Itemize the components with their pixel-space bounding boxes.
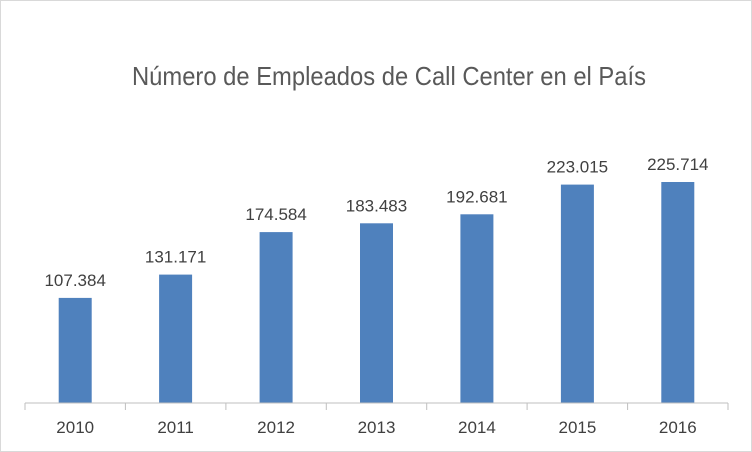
data-label-2016: 225.714 xyxy=(647,155,708,174)
data-label-2012: 174.584 xyxy=(245,205,306,224)
bar-2014 xyxy=(460,214,494,403)
bar-2011 xyxy=(159,274,193,403)
data-labels-group: 107.384 131.171 174.584 183.483 192.681 223.0… xyxy=(44,155,708,290)
data-label-2010: 107.384 xyxy=(44,271,105,290)
x-tick-label-2016: 2016 xyxy=(659,418,697,437)
bars-group xyxy=(58,182,695,403)
x-tick-label-2014: 2014 xyxy=(458,418,496,437)
x-axis-ticks-group xyxy=(24,403,729,410)
chart-title: Número de Empleados de Call Center en el… xyxy=(132,61,646,91)
bar-2013 xyxy=(360,223,393,403)
x-tick-label-2010: 2010 xyxy=(56,418,94,437)
bar-2010 xyxy=(58,297,92,403)
x-tick-label-2011: 2011 xyxy=(157,418,194,437)
x-axis-tick-labels-group: 2010 2011 2012 2013 2014 2015 2016 xyxy=(56,418,696,437)
bar-2012 xyxy=(259,232,293,403)
x-tick-label-2015: 2015 xyxy=(558,418,596,437)
bar-2016 xyxy=(661,182,695,403)
data-label-2011: 131.171 xyxy=(145,248,206,267)
data-label-2014: 192.681 xyxy=(446,187,507,206)
x-tick-label-2012: 2012 xyxy=(257,418,295,437)
data-label-2015: 223.015 xyxy=(547,158,608,177)
data-label-2013: 183.483 xyxy=(346,196,407,215)
x-tick-label-2013: 2013 xyxy=(358,418,396,437)
bar-2015 xyxy=(560,184,594,403)
